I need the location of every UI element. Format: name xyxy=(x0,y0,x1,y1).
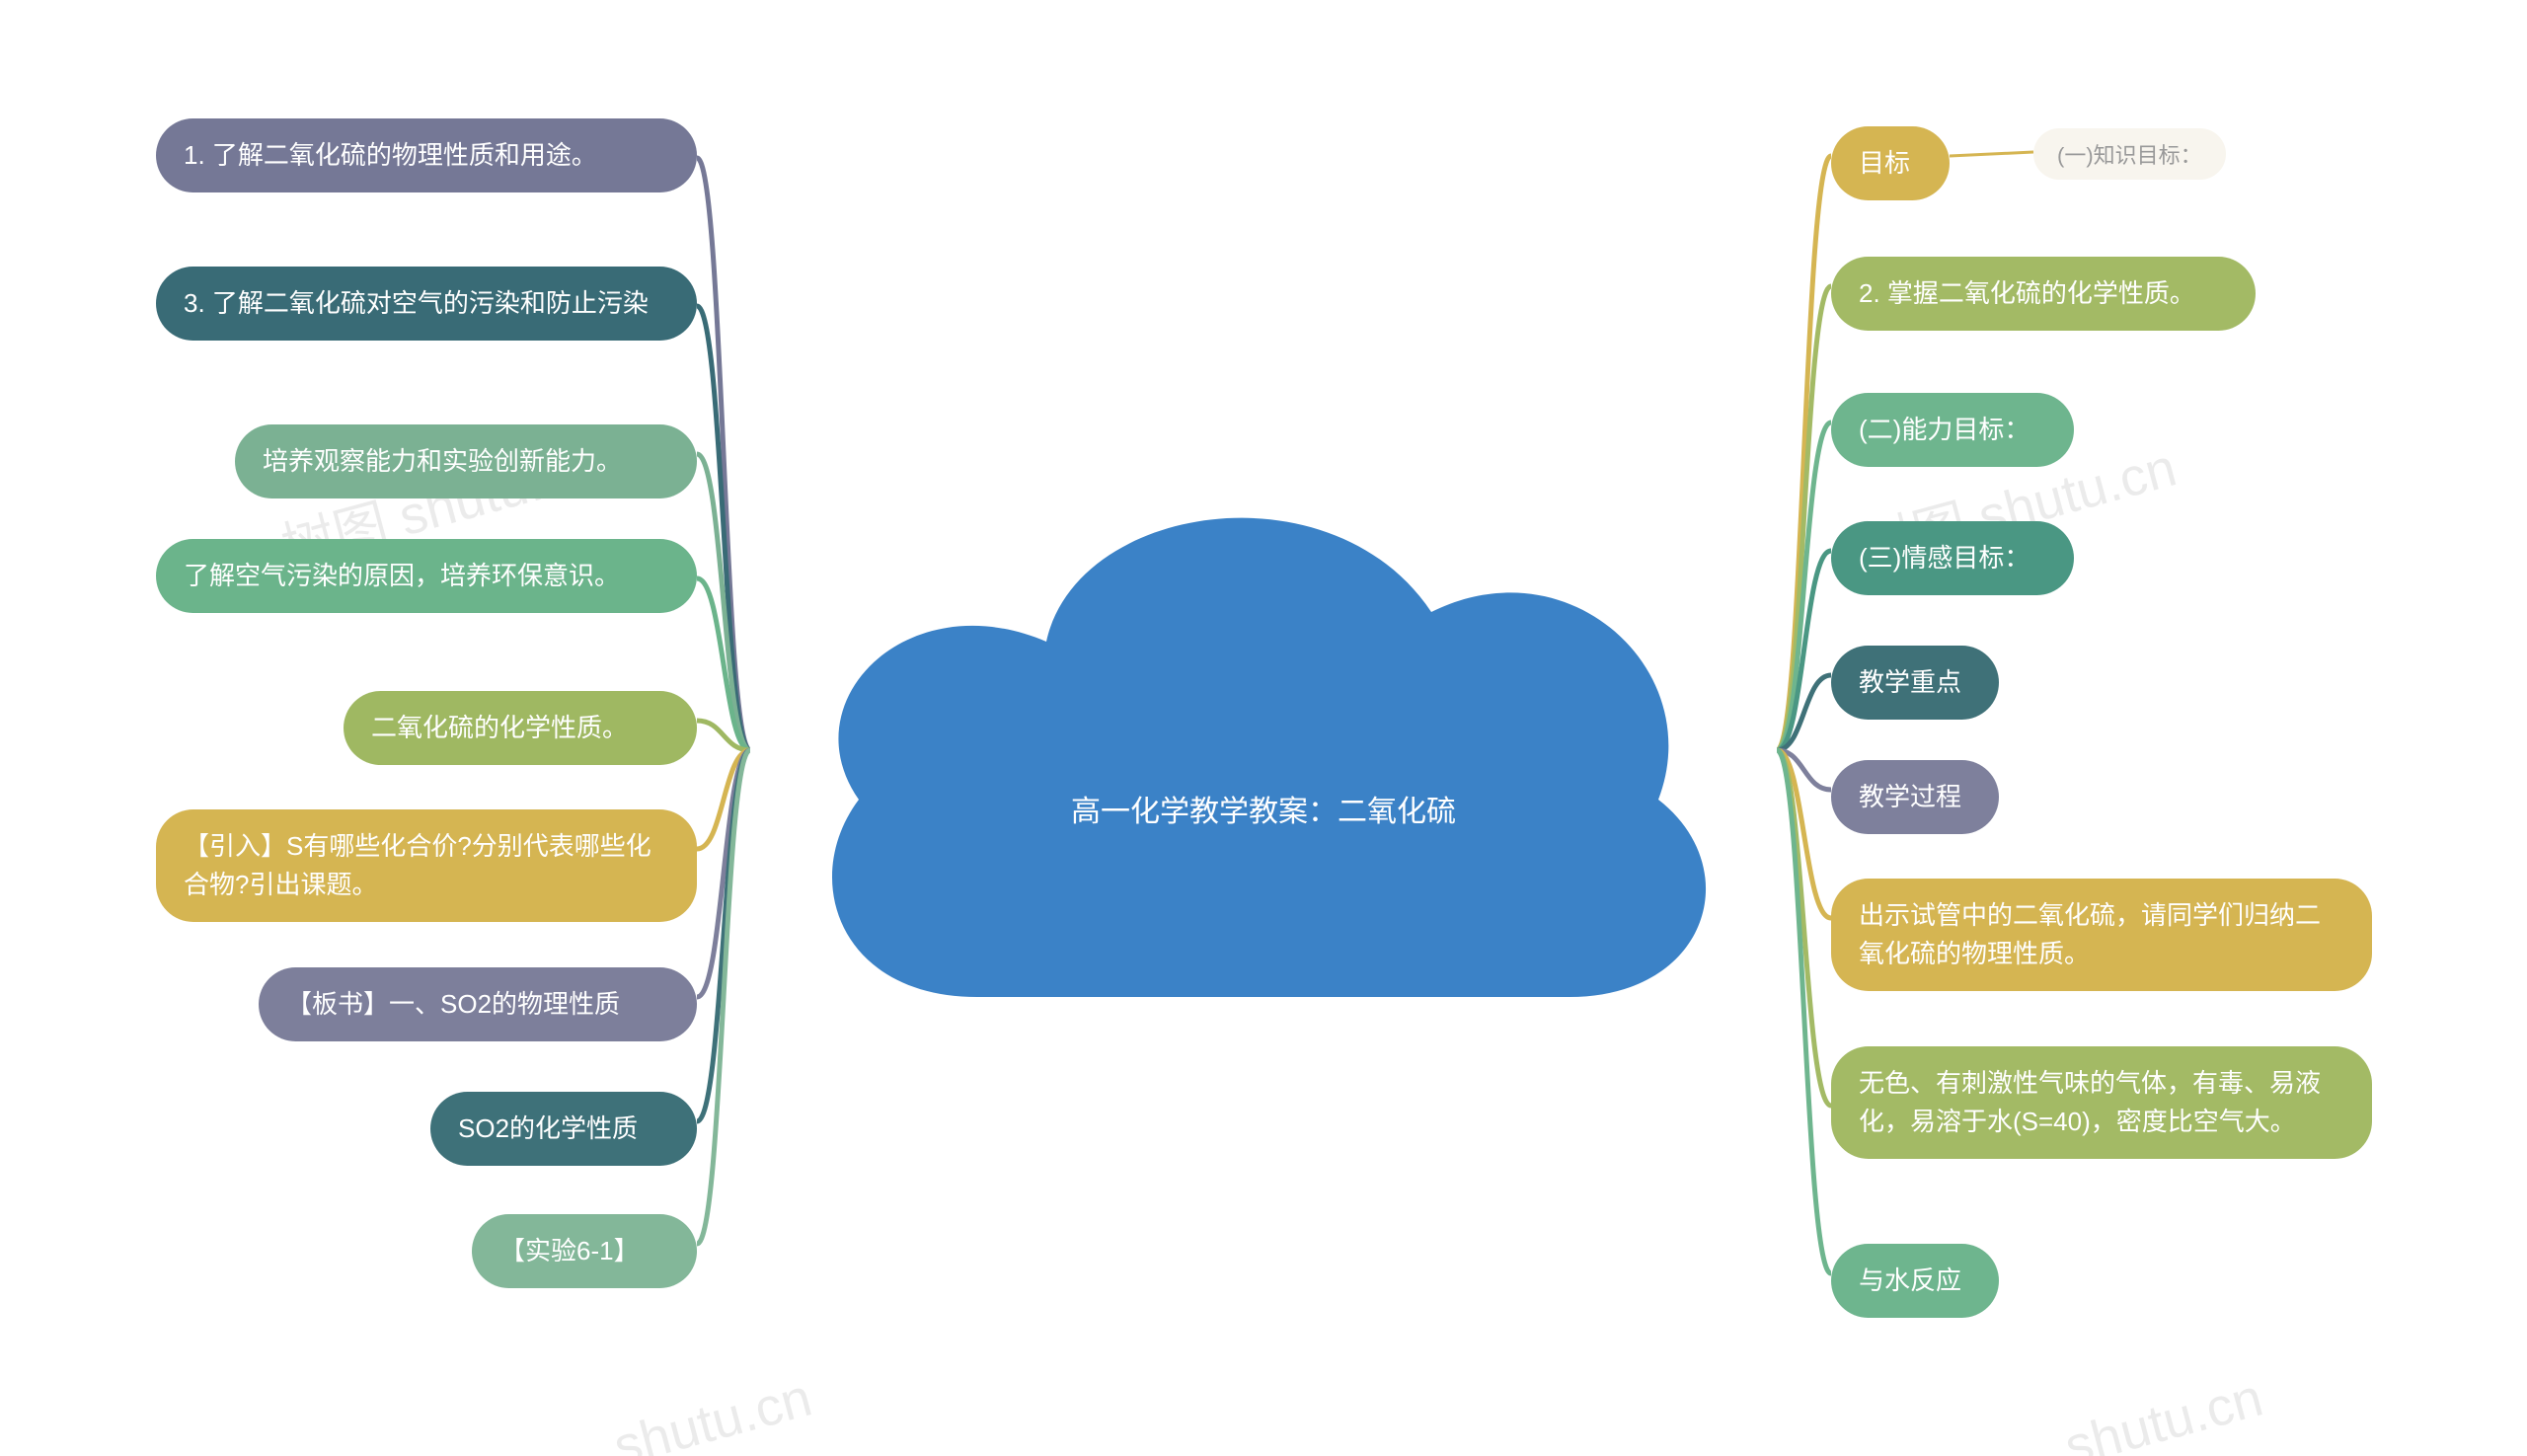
right-node[interactable]: 教学重点 xyxy=(1831,646,1999,720)
right-node[interactable]: 目标 xyxy=(1831,126,1950,200)
left-node[interactable]: SO2的化学性质 xyxy=(430,1092,697,1166)
left-node[interactable]: 【引入】S有哪些化合价?分别代表哪些化合物?引出课题。 xyxy=(156,809,697,922)
left-node[interactable]: 了解空气污染的原因，培养环保意识。 xyxy=(156,539,697,613)
sub-node[interactable]: (一)知识目标： xyxy=(2033,128,2226,180)
right-node[interactable]: 出示试管中的二氧化硫，请同学们归纳二氧化硫的物理性质。 xyxy=(1831,879,2372,991)
left-node[interactable]: 【实验6-1】 xyxy=(472,1214,697,1288)
watermark: shutu.cn xyxy=(2058,1367,2268,1456)
cloud-path xyxy=(832,518,1706,997)
cloud-shape xyxy=(800,444,1727,1056)
center-title: 高一化学教学教案：二氧化硫 xyxy=(1046,790,1481,834)
mindmap-container: { "center": { "title": "高一化学教学教案：二氧化硫", … xyxy=(0,0,2527,1456)
center-cloud: 高一化学教学教案：二氧化硫 xyxy=(800,444,1727,1056)
left-node[interactable]: 【板书】一、SO2的物理性质 xyxy=(259,967,697,1041)
right-node[interactable]: 无色、有刺激性气味的气体，有毒、易液化，易溶于水(S=40)，密度比空气大。 xyxy=(1831,1046,2372,1159)
right-node[interactable]: 教学过程 xyxy=(1831,760,1999,834)
left-node[interactable]: 3. 了解二氧化硫对空气的污染和防止污染 xyxy=(156,267,697,341)
watermark: shutu.cn xyxy=(607,1367,817,1456)
right-node[interactable]: (三)情感目标： xyxy=(1831,521,2074,595)
right-node[interactable]: 2. 掌握二氧化硫的化学性质。 xyxy=(1831,257,2256,331)
left-node[interactable]: 培养观察能力和实验创新能力。 xyxy=(235,424,697,498)
left-node[interactable]: 1. 了解二氧化硫的物理性质和用途。 xyxy=(156,118,697,192)
left-node[interactable]: 二氧化硫的化学性质。 xyxy=(344,691,697,765)
right-node[interactable]: (二)能力目标： xyxy=(1831,393,2074,467)
right-node[interactable]: 与水反应 xyxy=(1831,1244,1999,1318)
